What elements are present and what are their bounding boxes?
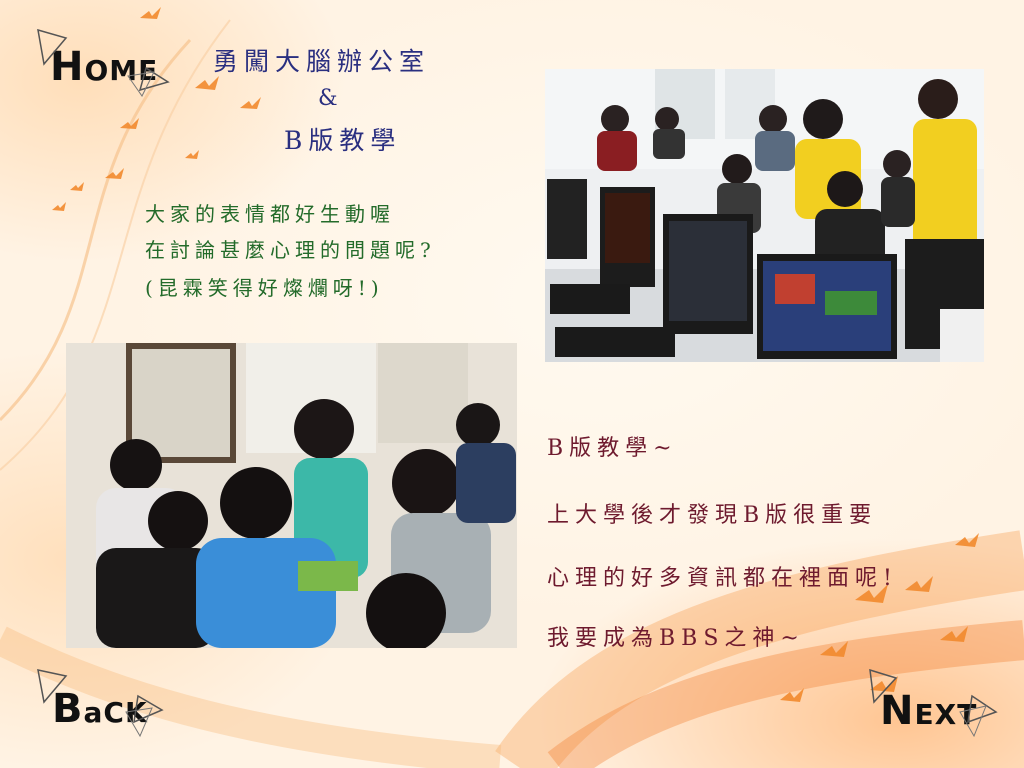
caption-bottom-line-4: 我要成為BBS之神~	[547, 626, 805, 651]
caption-top-line-2: 在討論甚麼心理的問題呢?	[145, 238, 436, 262]
triangle-outline-icon	[37, 669, 164, 738]
caption-bottom-line-1: B版教學~	[547, 436, 678, 461]
students-discussion-photo	[66, 343, 517, 648]
next-button-initial: N	[880, 688, 915, 734]
caption-top-line-1: 大家的表情都好生動喔	[145, 202, 395, 226]
flying-bird-icon	[52, 7, 979, 702]
next-button[interactable]: NEXT	[880, 688, 977, 734]
caption-bottom-line-2: 上大學後才發現B版很重要	[547, 503, 878, 528]
computer-lab-photo	[545, 69, 984, 362]
home-button[interactable]: HOME	[50, 44, 158, 90]
title-line-2: &	[318, 86, 344, 111]
home-button-initial: H	[50, 44, 85, 90]
title-line-3: B版教學	[284, 126, 402, 155]
caption-top-line-3: (昆霖笑得好燦爛呀!)	[145, 276, 384, 300]
caption-bottom-line-3: 心理的好多資訊都在裡面呢!	[547, 566, 898, 591]
triangle-outline-icon	[37, 28, 170, 97]
next-button-label: EXT	[914, 698, 978, 731]
title-line-1: 勇闖大腦辦公室	[213, 47, 431, 76]
triangle-outline-icon	[869, 668, 998, 738]
back-button-initial: B	[52, 686, 84, 732]
